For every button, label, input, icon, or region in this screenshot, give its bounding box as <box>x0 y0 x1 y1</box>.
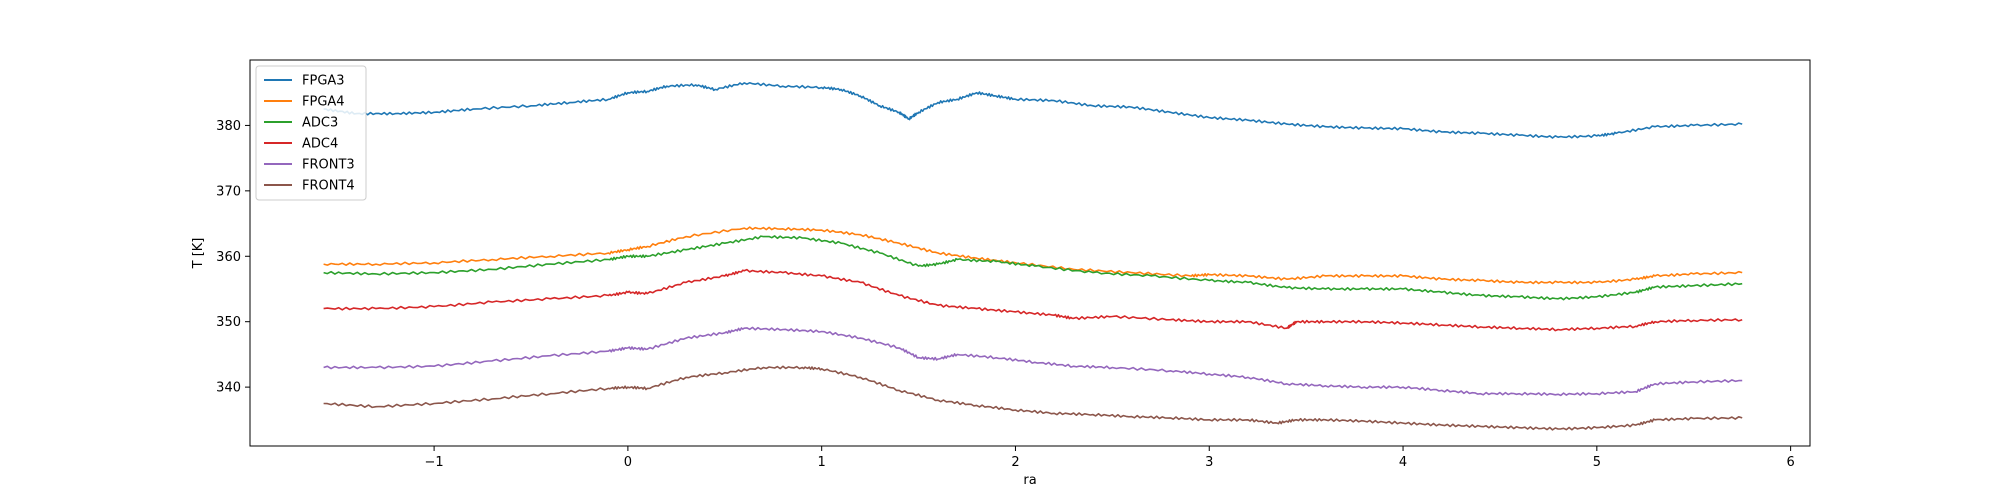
series-line-fpga3 <box>323 82 1743 139</box>
series-line-front4 <box>323 365 1743 431</box>
y-axis-label: T [K] <box>191 238 206 270</box>
legend-box <box>255 65 367 201</box>
x-tick-label: 4 <box>1399 455 1407 470</box>
legend-label: FRONT4 <box>302 179 355 194</box>
x-tick-label: 6 <box>1786 455 1794 470</box>
legend-label: ADC3 <box>302 116 338 131</box>
y-tick-label: 380 <box>216 119 241 134</box>
y-tick-label: 360 <box>216 250 241 265</box>
legend-label: FRONT3 <box>302 158 355 173</box>
x-tick-label: −1 <box>425 455 444 470</box>
x-tick-label: 1 <box>818 455 826 470</box>
series-line-adc3 <box>323 235 1743 301</box>
series-line-adc4 <box>323 268 1743 332</box>
x-axis-ticks: −1 0 1 2 3 4 5 6 <box>425 446 1795 470</box>
series-line-front3 <box>323 326 1743 397</box>
legend-label: FPGA4 <box>302 95 345 110</box>
y-tick-label: 370 <box>216 184 241 199</box>
series-line-fpga4 <box>323 226 1743 285</box>
x-tick-label: 0 <box>624 455 632 470</box>
x-axis-label: ra <box>1023 473 1036 488</box>
plot-frame <box>249 59 1811 447</box>
legend-label: FPGA3 <box>302 74 345 89</box>
y-tick-label: 350 <box>216 315 241 330</box>
legend: FPGA3 FPGA4 ADC3 ADC4 FRONT3 FRONT4 <box>255 65 367 201</box>
x-tick-label: 3 <box>1205 455 1213 470</box>
y-tick-label: 340 <box>216 381 241 396</box>
y-axis-ticks: 340 350 360 370 380 <box>216 119 250 396</box>
series-lines <box>323 82 1743 431</box>
x-tick-label: 2 <box>1011 455 1019 470</box>
legend-label: ADC4 <box>302 137 338 152</box>
x-tick-label: 5 <box>1593 455 1601 470</box>
